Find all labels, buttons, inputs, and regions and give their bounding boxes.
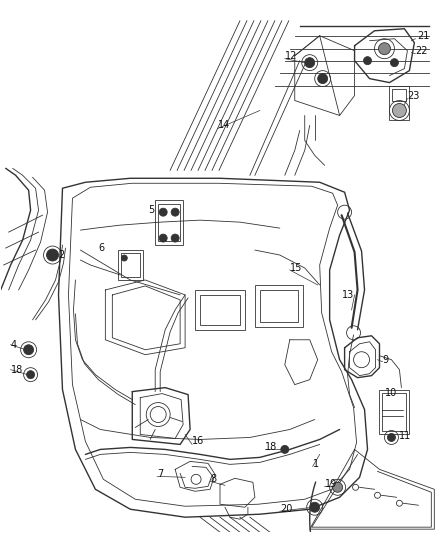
Bar (255, 285, 303, 327)
Circle shape (378, 43, 390, 55)
Circle shape (388, 433, 396, 441)
Circle shape (392, 103, 406, 117)
Text: 18: 18 (11, 365, 23, 375)
Circle shape (318, 74, 328, 84)
Text: 18: 18 (265, 442, 277, 453)
Text: 16: 16 (192, 437, 205, 447)
Text: 20: 20 (280, 504, 292, 514)
Circle shape (159, 208, 167, 216)
Text: 15: 15 (290, 263, 302, 273)
Bar (200, 295, 240, 325)
Text: 23: 23 (407, 91, 420, 101)
Bar (118, 250, 143, 280)
Text: 6: 6 (99, 243, 105, 253)
Bar (379, 390, 410, 434)
Circle shape (305, 58, 314, 68)
Bar (382, 393, 406, 432)
Text: 4: 4 (11, 340, 17, 350)
Circle shape (310, 502, 320, 512)
Text: 7: 7 (157, 470, 163, 479)
Text: 8: 8 (210, 474, 216, 484)
Circle shape (281, 446, 289, 454)
Bar (195, 290, 245, 330)
Text: 19: 19 (325, 479, 337, 489)
Circle shape (390, 59, 399, 67)
Bar (121, 253, 140, 277)
Text: 9: 9 (382, 354, 389, 365)
Circle shape (46, 249, 59, 261)
Text: 22: 22 (415, 46, 428, 55)
Circle shape (171, 208, 179, 216)
Bar (158, 204, 180, 241)
Text: 11: 11 (399, 431, 412, 441)
Text: 13: 13 (343, 290, 355, 300)
Text: 5: 5 (148, 205, 155, 215)
Circle shape (364, 56, 371, 64)
Text: 21: 21 (417, 31, 430, 41)
Bar (155, 200, 183, 245)
Circle shape (332, 482, 343, 492)
Circle shape (121, 255, 127, 261)
Circle shape (27, 370, 35, 378)
Text: 2: 2 (59, 250, 65, 260)
Text: 12: 12 (285, 51, 297, 61)
Bar (392, 88, 406, 101)
Text: 14: 14 (218, 120, 230, 131)
Circle shape (171, 234, 179, 242)
Bar (389, 86, 410, 120)
Text: 10: 10 (385, 387, 397, 398)
Circle shape (159, 234, 167, 242)
Circle shape (24, 345, 34, 355)
Bar (260, 290, 298, 322)
Text: 1: 1 (313, 459, 319, 470)
